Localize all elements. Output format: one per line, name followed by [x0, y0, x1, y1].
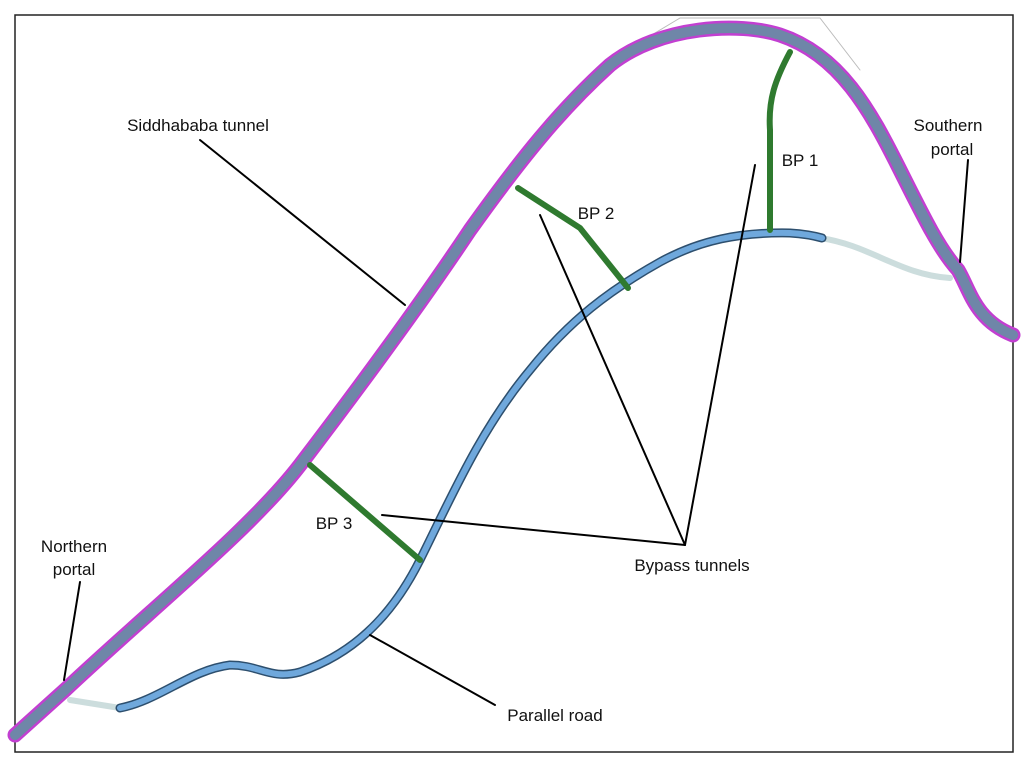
- bypass-tunnel-2: [515, 185, 631, 291]
- leader-line: [369, 634, 496, 706]
- siddhababa-tunnel: [10, 23, 1018, 740]
- southern-portal-label: portal: [931, 140, 974, 159]
- leader-line: [381, 514, 686, 546]
- southern-portal-label: Southern: [914, 116, 983, 135]
- leader-line: [63, 581, 81, 681]
- bypass-tunnel-1: [766, 49, 793, 233]
- northern-portal-label: portal: [53, 560, 96, 579]
- bp1-label: BP 1: [782, 151, 819, 170]
- road-transition: [67, 697, 123, 711]
- road-transition: [817, 235, 953, 281]
- bp2-label: BP 2: [578, 204, 615, 223]
- bp3-label: BP 3: [316, 514, 353, 533]
- bypass-tunnel-3: [307, 462, 423, 563]
- leader-line: [539, 214, 686, 546]
- bypass-tunnels-label: Bypass tunnels: [634, 556, 749, 575]
- parallel-road: [117, 229, 825, 711]
- leader-line: [199, 139, 406, 306]
- leader-line: [959, 159, 969, 263]
- leader-line: [684, 164, 756, 546]
- parallel-road-label: Parallel road: [507, 706, 602, 725]
- northern-portal-label: Northern: [41, 537, 107, 556]
- tunnel-label: Siddhababa tunnel: [127, 116, 269, 135]
